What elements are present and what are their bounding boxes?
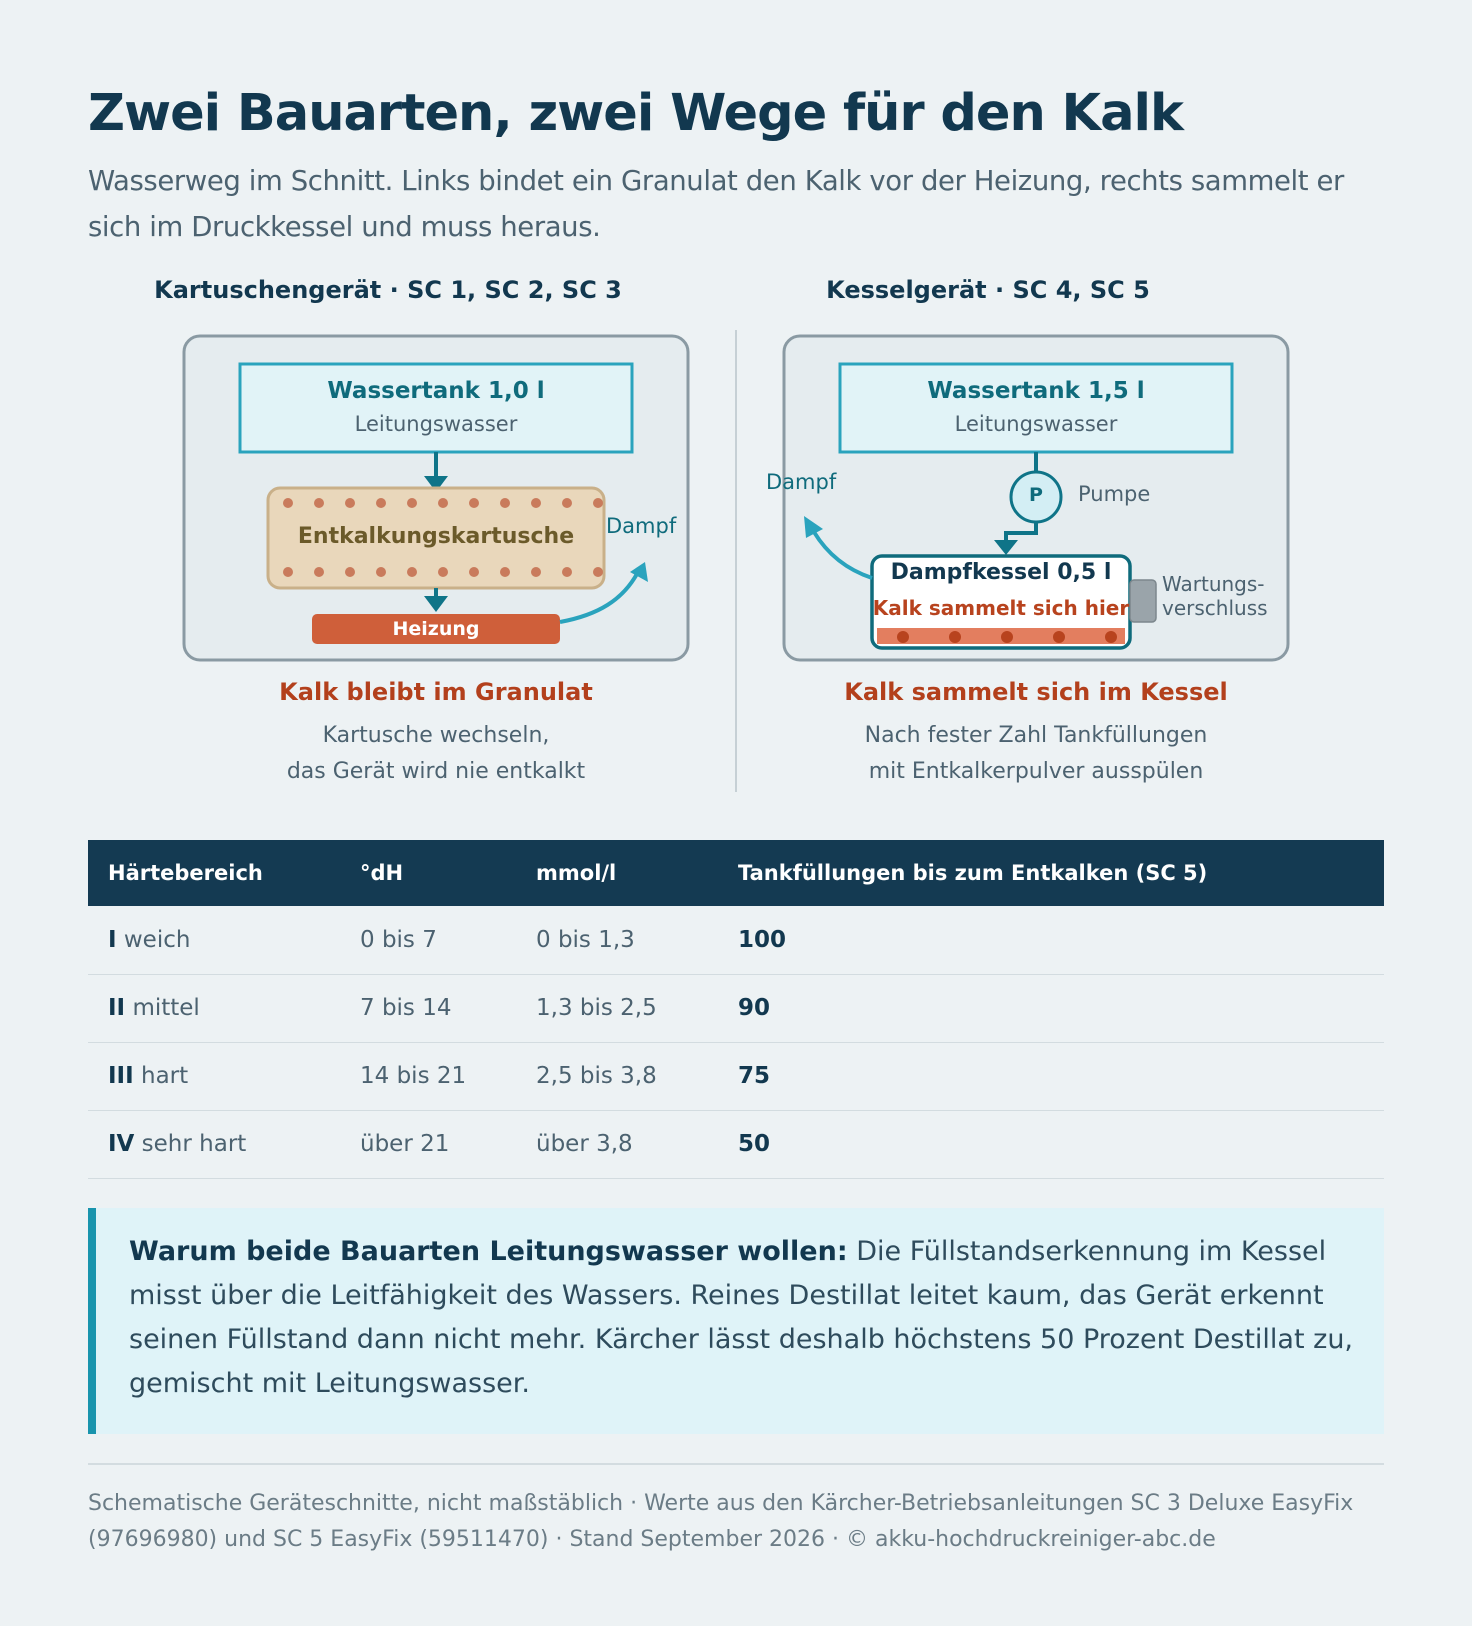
left-result-line-1: Kartusche wechseln,: [322, 723, 550, 748]
cell-hardness: I weich: [88, 906, 340, 975]
heater-label: Heizung: [392, 618, 480, 640]
table-row: III hart 14 bis 21 2,5 bis 3,8 75: [88, 1042, 1384, 1111]
left-result-title: Kalk bleibt im Granulat: [279, 678, 593, 706]
cell-dh: 0 bis 7: [340, 906, 516, 975]
left-steam-path: [559, 571, 640, 624]
left-tank-sub: Leitungswasser: [354, 412, 518, 436]
left-heading: Kartuschengerät · SC 1, SC 2, SC 3: [154, 276, 622, 304]
cell-mmol: 2,5 bis 3,8: [516, 1042, 718, 1111]
right-result-line-2: mit Entkalkerpulver ausspülen: [868, 759, 1204, 784]
service-cap-label-1: Wartungs-: [1162, 572, 1265, 596]
boiler-scale-band: [877, 628, 1125, 644]
right-tank-title: Wassertank 1,5 l: [927, 378, 1145, 404]
header-mmol: mmol/l: [516, 840, 718, 906]
footer-divider: [88, 1463, 1384, 1465]
right-steam-path: [812, 530, 873, 580]
boiler-sub: Kalk sammelt sich hier: [872, 596, 1130, 620]
left-steam-arrowhead: [630, 562, 648, 582]
right-steam-label: Dampf: [766, 470, 837, 494]
table-row: II mittel 7 bis 14 1,3 bis 2,5 90: [88, 974, 1384, 1043]
right-result-line-1: Nach fester Zahl Tankfüllungen: [864, 723, 1208, 748]
left-water-tank: [238, 362, 634, 454]
cell-dh: über 21: [340, 1110, 516, 1179]
cell-hardness: II mittel: [88, 974, 340, 1043]
info-callout: Warum beide Bauarten Leitungswasser woll…: [88, 1208, 1384, 1434]
boiler-title: Dampfkessel 0,5 l: [890, 560, 1112, 585]
left-arrow-cartridge-to-heater: [424, 596, 448, 612]
cell-hardness: III hart: [88, 1042, 340, 1111]
footer-source: Schematische Geräteschnitte, nicht maßst…: [88, 1491, 1354, 1552]
header-dh: °dH: [340, 840, 516, 906]
left-tank-title: Wassertank 1,0 l: [327, 378, 545, 404]
pump-symbol: P: [1029, 484, 1043, 506]
cell-fills: 100: [718, 906, 1384, 975]
right-result-title: Kalk sammelt sich im Kessel: [844, 678, 1228, 706]
service-cap-label-2: verschluss: [1162, 596, 1268, 620]
hardness-table: Härtebereich °dH mmol/l Tankfüllungen bi…: [88, 840, 1384, 1179]
callout-text: Die Füllstandserkennung im Kessel misst …: [129, 1236, 1354, 1399]
left-result-line-2: das Gerät wird nie entkalkt: [286, 759, 586, 784]
pump-to-boiler-pipe: [1004, 522, 1038, 542]
cell-dh: 7 bis 14: [340, 974, 516, 1043]
cell-mmol: 1,3 bis 2,5: [516, 974, 718, 1043]
cell-dh: 14 bis 21: [340, 1042, 516, 1111]
table-header-row: Härtebereich °dH mmol/l Tankfüllungen bi…: [88, 840, 1384, 906]
cell-mmol: über 3,8: [516, 1110, 718, 1179]
cell-fills: 50: [718, 1110, 1384, 1179]
left-steam-label: Dampf: [606, 514, 677, 538]
diagram-comparison: Kartuschengerät · SC 1, SC 2, SC 3 Kesse…: [88, 270, 1384, 800]
left-cartridge-granules: [283, 498, 603, 577]
service-cap: [1129, 579, 1157, 623]
right-steam-arrowhead: [804, 516, 823, 538]
cell-hardness: IV sehr hart: [88, 1110, 340, 1179]
cell-fills: 90: [718, 974, 1384, 1043]
table-row: I weich 0 bis 7 0 bis 1,3 100: [88, 906, 1384, 975]
boiler-scale-deposits: [897, 631, 1117, 643]
cell-fills: 75: [718, 1042, 1384, 1111]
page-title: Zwei Bauarten, zwei Wege für den Kalk: [88, 84, 1184, 143]
right-arrow-pump-to-boiler: [994, 540, 1018, 555]
right-tank-sub: Leitungswasser: [954, 412, 1118, 436]
diagram-graphics: [182, 330, 1290, 792]
cell-mmol: 0 bis 1,3: [516, 906, 718, 975]
right-heading: Kesselgerät · SC 4, SC 5: [826, 276, 1150, 304]
callout-lead: Warum beide Bauarten Leitungswasser woll…: [129, 1236, 848, 1267]
header-fills: Tankfüllungen bis zum Entkalken (SC 5): [718, 840, 1384, 906]
header-hardness: Härtebereich: [88, 840, 340, 906]
left-arrow-tank-to-cartridge: [424, 476, 448, 492]
left-heater: [312, 614, 560, 644]
page-subtitle: Wasserweg im Schnitt. Links bindet ein G…: [88, 165, 1344, 243]
table-row: IV sehr hart über 21 über 3,8 50: [88, 1110, 1384, 1179]
right-water-tank: [838, 362, 1234, 454]
pump-label: Pumpe: [1078, 482, 1151, 506]
cartridge-label: Entkalkungskartusche: [297, 524, 575, 549]
